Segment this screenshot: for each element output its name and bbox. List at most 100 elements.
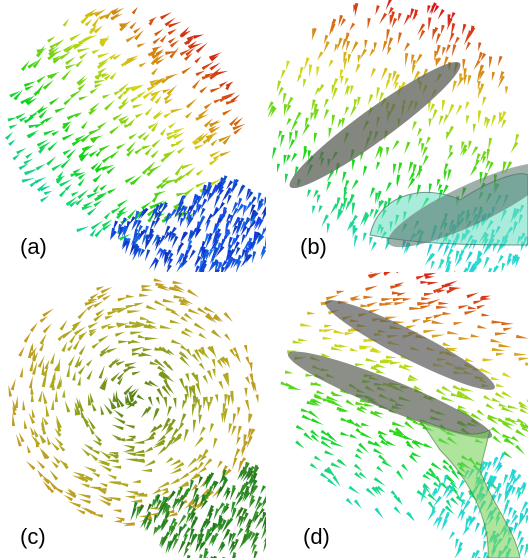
glyph [47,36,56,43]
glyph [78,96,88,101]
glyph [84,301,98,306]
glyph [231,532,237,543]
glyph [140,352,153,357]
glyph [157,202,164,214]
glyph [495,352,505,356]
glyph [309,64,313,78]
glyph [432,495,442,508]
glyph [377,190,382,203]
glyph [405,53,409,68]
glyph [70,172,80,177]
glyph [80,412,89,425]
glyph [425,316,434,321]
glyph [333,329,347,335]
glyph [216,232,222,243]
glyph [147,396,153,407]
glyph [515,429,527,437]
glyph [354,422,363,429]
glyph [42,390,48,404]
glyph [201,74,214,80]
glyph [61,341,68,352]
glyph [514,473,522,483]
glyph [251,215,256,226]
glyph [223,312,233,323]
glyph [80,121,88,130]
glyph [403,42,411,52]
glyph [155,238,161,252]
glyph [235,247,241,256]
glyph [184,52,193,61]
glyph [210,238,219,251]
glyph [241,446,246,458]
glyph [195,382,202,396]
glyph [206,131,217,143]
glyph [390,11,395,24]
glyph [222,235,228,244]
glyph [451,483,456,494]
glyph [221,356,229,365]
glyph [173,498,181,507]
glyph [200,494,206,507]
glyph [37,182,47,192]
glyph [164,98,174,105]
glyph [390,490,398,499]
glyph [210,522,217,536]
glyph [328,59,334,68]
glyph [179,48,192,56]
glyph [221,266,225,272]
glyph [192,487,199,501]
glyph [467,516,477,529]
glyph [61,69,72,81]
glyph [113,519,122,523]
glyph [209,158,220,166]
glyph [455,250,460,264]
glyph [120,20,132,29]
glyph [181,66,192,75]
glyph [207,271,208,272]
glyph [41,361,45,375]
glyph [35,163,46,171]
glyph [86,191,100,199]
glyph [25,169,37,175]
glyph [444,511,450,524]
glyph [252,382,257,393]
glyph [146,319,157,324]
glyph [62,121,73,127]
surface [387,162,528,248]
glyph [462,526,470,536]
glyph [165,73,179,80]
glyph [117,91,125,100]
glyph [101,323,113,330]
glyph [303,78,307,88]
glyph [156,388,165,401]
glyph [161,346,172,357]
glyph [74,326,87,336]
glyph [297,512,304,522]
glyph [203,534,210,544]
glyph [173,284,186,291]
glyph [213,555,217,558]
glyph [352,159,356,171]
glyph [180,301,189,306]
glyph [348,328,359,332]
glyph [445,487,454,500]
glyph [396,272,399,274]
glyph [76,75,86,85]
glyph [284,370,294,374]
glyph [483,461,489,471]
glyph [491,114,497,128]
glyph [24,85,34,91]
glyph [451,44,457,58]
glyph [152,46,163,52]
glyph [71,191,79,197]
glyph [219,151,232,157]
glyph [441,385,453,393]
glyph [42,79,54,90]
glyph [320,472,331,481]
glyph [171,235,179,249]
glyph [209,423,215,433]
glyph [187,507,197,520]
glyph [116,211,125,220]
glyph [76,509,86,515]
glyph [378,199,385,209]
